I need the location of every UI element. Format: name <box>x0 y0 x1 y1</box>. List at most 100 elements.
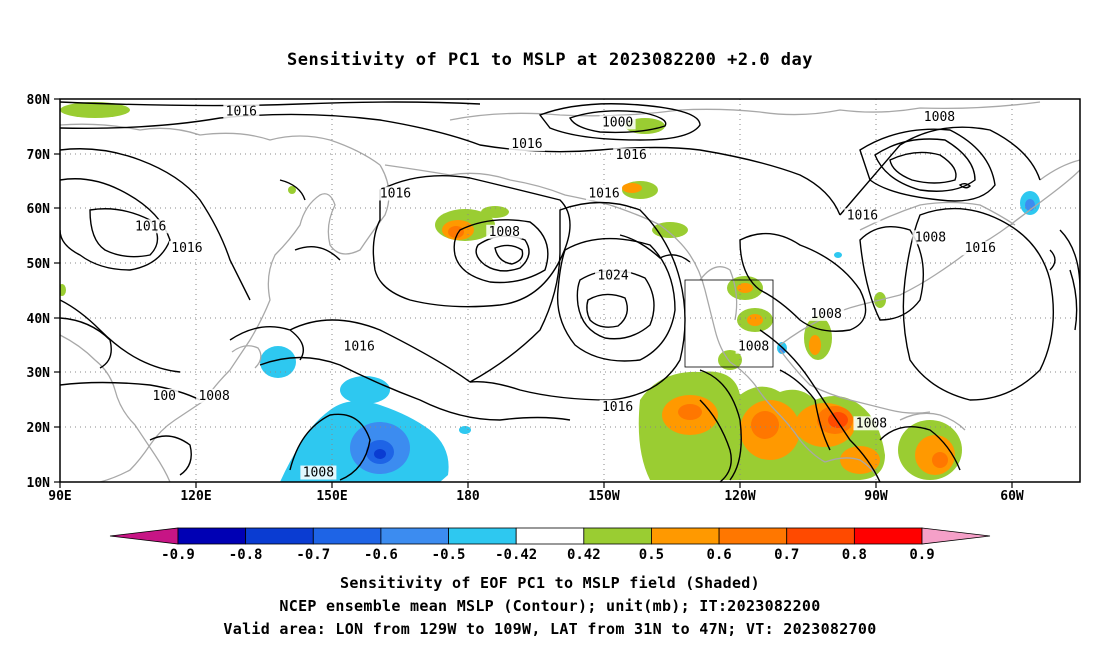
colorbar-label: -0.6 <box>364 547 398 563</box>
colorbar-swatch <box>786 527 855 545</box>
colorbar-label: -0.7 <box>296 547 330 563</box>
contour-label-bg <box>735 339 772 354</box>
colorbar-arrow-low <box>109 527 179 545</box>
lat-label: 30N <box>27 366 51 381</box>
contour-label: 1008 <box>856 416 887 431</box>
colorbar-label: -0.8 <box>229 547 263 563</box>
contour-label: 1016 <box>135 219 166 234</box>
contour-label: 1016 <box>965 241 996 256</box>
contour-label: 1016 <box>344 340 375 355</box>
contour-label-bg <box>150 388 179 403</box>
contour-label-bg <box>508 137 545 152</box>
lat-label: 20N <box>27 421 51 436</box>
contour-label: 1008 <box>810 307 841 322</box>
longitude-labels: 90E 120E 150E 180 150W 120W 90W 60W <box>48 489 1024 504</box>
colorbar-swatch <box>853 527 923 545</box>
lon-label: 90E <box>48 489 71 504</box>
contour-label: 1016 <box>226 104 257 119</box>
colorbar <box>109 527 991 545</box>
contour-label-bg <box>168 241 205 256</box>
colorbar-swatch <box>651 527 720 545</box>
contour-label-bg <box>586 186 622 201</box>
colorbar-labels: -0.9 -0.8 -0.7 -0.6 -0.5 -0.42 0.42 0.5 0.6 0.7 0.… <box>161 547 935 563</box>
lon-label: 120E <box>180 489 211 504</box>
map-title: Sensitivity of PC1 to MSLP at 2023082200… <box>286 50 813 70</box>
contour-label: 1016 <box>171 241 202 256</box>
colorbar-label: 0.7 <box>774 547 799 563</box>
contour-label-bg <box>132 219 169 234</box>
colorbar-swatch <box>245 527 314 545</box>
contour-label-bg <box>223 104 260 119</box>
caption-contour: NCEP ensemble mean MSLP (Contour); unit(… <box>279 597 821 615</box>
lon-label: 90W <box>864 489 888 504</box>
contour-label: 1008 <box>303 466 334 481</box>
contour-label-bg <box>595 268 632 283</box>
contour-label: 1024 <box>597 269 628 284</box>
contour-label-bg <box>341 339 378 354</box>
contour-label: 1016 <box>616 148 647 163</box>
contour-label: 1000 <box>602 115 633 130</box>
colorbar-label: 0.8 <box>842 547 867 563</box>
colorbar-label: -0.42 <box>495 547 537 563</box>
coastlines <box>60 101 1080 482</box>
shading-layer <box>60 102 1040 482</box>
colorbar-label: 0.6 <box>706 547 731 563</box>
plot-frame <box>59 98 1081 483</box>
contour-label: 1016 <box>847 208 878 223</box>
colorbar-swatch <box>718 527 788 545</box>
caption-shaded: Sensitivity of EOF PC1 to MSLP field (Sh… <box>340 574 760 592</box>
contour-label: 100 <box>153 389 176 404</box>
latitude-labels: 80N 70N 60N 50N 40N 30N 20N 10N <box>27 93 51 491</box>
shading-positive-very-high <box>828 412 848 428</box>
caption-valid-area: Valid area: LON from 129W to 109W, LAT f… <box>223 620 877 638</box>
colorbar-arrow-high <box>921 527 991 545</box>
contour-label: 1016 <box>380 186 411 201</box>
contour-label-bg <box>921 109 958 124</box>
contour-label-bg <box>853 416 890 431</box>
colorbar-swatch <box>448 527 517 545</box>
lat-label: 60N <box>27 202 51 217</box>
contour-label-bg <box>599 115 636 130</box>
axis-ticks <box>54 98 1013 488</box>
colorbar-swatch <box>380 527 449 545</box>
contour-label-bg <box>844 208 881 223</box>
contour-label-bg <box>300 465 337 480</box>
contour-label-bg <box>599 399 636 414</box>
contour-label: 1008 <box>489 225 520 240</box>
shading-negative-very-high <box>374 449 386 459</box>
colorbar-label: 0.9 <box>909 547 934 563</box>
lat-label: 70N <box>27 148 51 163</box>
lon-label: 150W <box>588 489 619 504</box>
contour-label: 1016 <box>511 137 542 152</box>
colorbar-label: 0.42 <box>567 547 601 563</box>
mslp-contours <box>60 101 1080 482</box>
colorbar-swatch <box>177 527 247 545</box>
contour-label-bg <box>613 148 650 163</box>
contour-label: 1008 <box>915 230 946 245</box>
colorbar-label: 0.5 <box>639 547 664 563</box>
lat-label: 40N <box>27 312 51 327</box>
contour-label-bg <box>962 241 999 256</box>
contour-labels: 1016 1016 1000 1016 1008 1016 1016 1008 1016 1008… <box>132 104 999 481</box>
colorbar-label: -0.5 <box>432 547 466 563</box>
contour-label-bg <box>808 306 845 321</box>
contour-label: 1008 <box>198 389 229 404</box>
lon-label: 60W <box>1000 489 1024 504</box>
lon-label: 150E <box>316 489 347 504</box>
valid-area-box <box>684 279 774 368</box>
contour-label: 1008 <box>738 340 769 355</box>
colorbar-swatch <box>515 527 585 545</box>
contour-label: 1016 <box>602 400 633 415</box>
lon-label: 180 <box>456 489 480 504</box>
lat-label: 10N <box>27 476 51 491</box>
lat-label: 50N <box>27 257 51 272</box>
contour-label-bg <box>912 230 949 245</box>
lon-label: 120W <box>724 489 755 504</box>
contour-label: 1008 <box>924 110 955 125</box>
colorbar-swatch <box>312 527 382 545</box>
contour-label-bg <box>486 224 523 239</box>
colorbar-label: -0.9 <box>161 547 195 563</box>
colorbar-swatch <box>583 527 652 545</box>
contour-label-bg <box>196 388 233 403</box>
